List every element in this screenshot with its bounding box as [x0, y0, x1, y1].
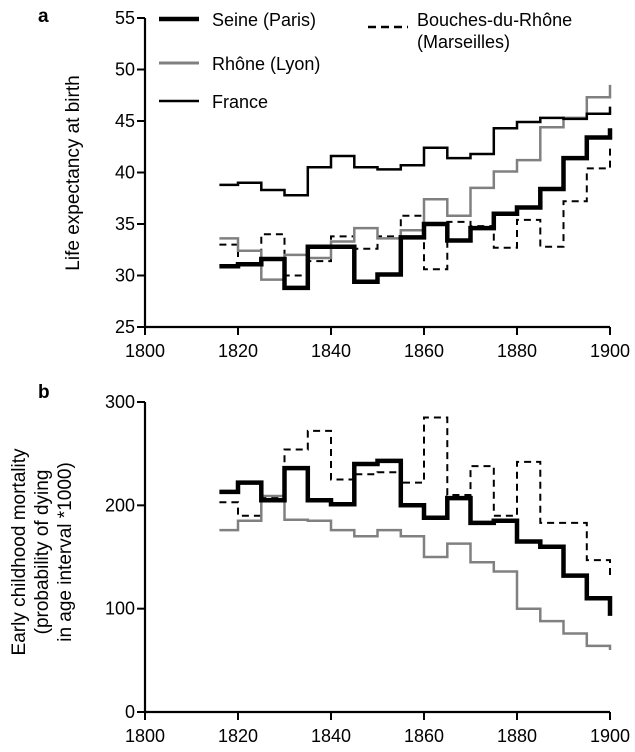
panel-a-x-tick-label: 1840: [311, 341, 351, 361]
panel-b-y-tick-label: 0: [125, 702, 135, 722]
panel-a-y-tick-label: 25: [115, 317, 135, 337]
panel-a-y-tick-label: 30: [115, 266, 135, 286]
panel-a-y-tick-label: 55: [115, 8, 135, 28]
panel-a-y-tick-label: 40: [115, 163, 135, 183]
panel-b-y-tick-label: 200: [105, 495, 135, 515]
panel-b-x-tick-label: 1800: [125, 726, 165, 746]
panel-a-y-tick-label: 35: [115, 214, 135, 234]
panel-b-ylabel-line-3: in age interval *1000): [55, 462, 76, 642]
panel-a-x-tick-label: 1860: [404, 341, 444, 361]
panel-a-plot: 1800 1820 1840 1860 1880 1900 25 30 35 40 45 50 55: [115, 8, 630, 361]
panel-a-y-tick-label: 45: [115, 111, 135, 131]
legend-label-rhone: Rhône (Lyon): [212, 54, 320, 74]
panel-a-series-seine-paris: [219, 128, 613, 291]
panel-b-plot: 1800 1820 1840 1860 1880 1900 0 100 200 300: [105, 392, 630, 746]
panel-b-x-tick-label: 1880: [497, 726, 537, 746]
panel-a-x-tick-label: 1800: [125, 341, 165, 361]
panel-b-ylabel: Early childhood mortality (probability o…: [9, 448, 76, 655]
legend-label-bouches: Bouches-du-Rhône (Marseilles): [417, 10, 577, 52]
panel-a-series-rh-ne-lyon: [219, 84, 612, 281]
panel-b-ylabel-line-2: (probability of dying: [32, 470, 53, 635]
panel-b-x-tick-label: 1820: [218, 726, 258, 746]
panel-b-x-tick-label: 1860: [404, 726, 444, 746]
panel-b-y-tick-label: 100: [105, 599, 135, 619]
panel-a-series-france: [219, 106, 612, 197]
panel-b-series-rh-ne-lyon: [219, 494, 612, 650]
panel-b-x-tick-label: 1900: [590, 726, 630, 746]
legend: Seine (Paris) Rhône (Lyon) France Bouche…: [159, 10, 577, 112]
legend-label-france: France: [212, 92, 268, 112]
panel-b-series-seine-paris: [219, 458, 613, 616]
panel-a-ylabel: Life expectancy at birth: [63, 75, 84, 270]
panel-a-label: a: [38, 6, 49, 27]
legend-label-bouches-line-2: (Marseilles): [417, 32, 510, 52]
panel-b-x-tick-label: 1840: [311, 726, 351, 746]
panel-a-series-bouches-du-rh-ne-marseilles: [219, 147, 611, 277]
panel-a-x-tick-label: 1880: [497, 341, 537, 361]
panel-b-y-tick-label: 300: [105, 392, 135, 412]
panel-a-x-tick-label: 1820: [218, 341, 258, 361]
legend-label-seine: Seine (Paris): [212, 10, 316, 30]
panel-b-ylabel-line-1: Early childhood mortality: [9, 448, 30, 655]
legend-label-bouches-line-1: Bouches-du-Rhône: [417, 10, 572, 30]
panel-a-y-tick-label: 50: [115, 60, 135, 80]
panel-a-x-tick-label: 1900: [590, 341, 630, 361]
panel-b-label: b: [38, 382, 50, 403]
